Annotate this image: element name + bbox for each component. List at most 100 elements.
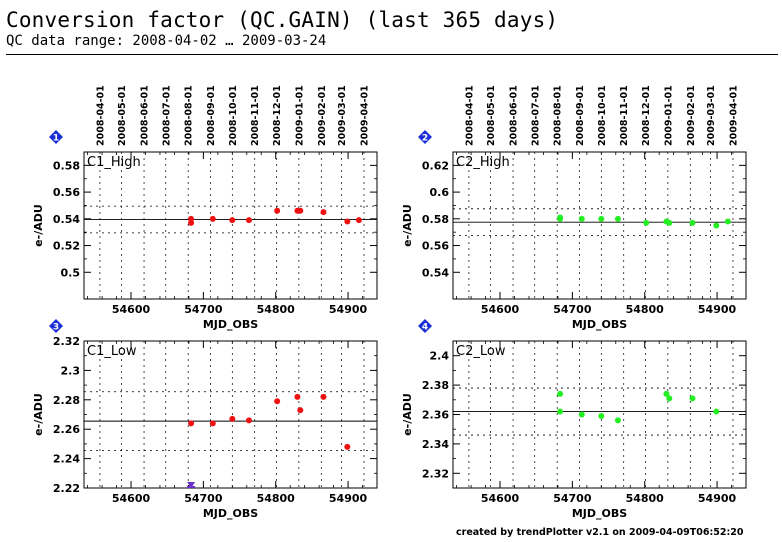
y-tick-label: 0.52 bbox=[53, 240, 80, 253]
x-tick-label: 54900 bbox=[329, 492, 368, 505]
plot-frame bbox=[83, 340, 378, 489]
x-axis-label: MJD_OBS bbox=[572, 507, 627, 520]
date-tick-label: 2008-05-01 bbox=[117, 85, 128, 146]
date-tick-label: 2008-09-01 bbox=[575, 85, 586, 146]
panel-label: C2_High bbox=[456, 155, 510, 170]
x-tick-label: 54800 bbox=[626, 492, 665, 505]
date-tick-label: 2008-08-01 bbox=[553, 85, 564, 146]
panel-label: C1_Low bbox=[87, 344, 137, 359]
page-title: Conversion factor (QC.GAIN) (last 365 da… bbox=[6, 8, 559, 32]
data-point bbox=[188, 219, 195, 226]
y-tick-label: 0.54 bbox=[53, 213, 80, 226]
data-point bbox=[713, 222, 720, 229]
date-tick-label: 2008-04-01 bbox=[464, 85, 475, 146]
date-tick-label: 2009-04-01 bbox=[728, 85, 739, 146]
panel-label: C2_Low bbox=[456, 344, 506, 359]
data-point bbox=[557, 408, 564, 415]
badge-diamond-icon bbox=[418, 319, 432, 333]
data-point bbox=[245, 217, 252, 224]
data-point bbox=[614, 215, 621, 222]
data-point bbox=[614, 417, 621, 424]
chart-panel-1: 54600 54700 54800 54900 0.5 0.52 0.54 0.56 0.58 M… bbox=[32, 85, 378, 331]
data-point bbox=[274, 207, 281, 214]
date-tick-label: 2008-09-01 bbox=[206, 85, 217, 146]
x-tick-label: 54600 bbox=[481, 303, 520, 316]
y-tick-label: 2.22 bbox=[53, 482, 80, 495]
y-tick-label: 2.28 bbox=[53, 394, 80, 407]
y-tick-label: 0.6 bbox=[430, 186, 450, 199]
data-point bbox=[245, 417, 252, 424]
y-tick-label: 2.32 bbox=[422, 467, 449, 480]
chart-panel-4: 54600 54700 54800 54900 2.32 2.34 2.36 2.38 2.4 M… bbox=[401, 319, 747, 520]
data-point bbox=[578, 215, 585, 222]
data-point bbox=[598, 215, 605, 222]
date-tick-label: 2008-12-01 bbox=[272, 85, 283, 146]
y-axis-label: e-/ADU bbox=[401, 393, 414, 436]
x-axis-label: MJD_OBS bbox=[203, 318, 258, 331]
data-point bbox=[557, 215, 564, 222]
data-point bbox=[344, 443, 351, 450]
x-tick-label: 54900 bbox=[698, 492, 737, 505]
x-axis-label: MJD_OBS bbox=[572, 318, 627, 331]
footer-credit: created by trendPlotter v2.1 on 2009-04-… bbox=[456, 527, 744, 538]
y-tick-label: 0.58 bbox=[422, 213, 449, 226]
date-tick-label: 2009-02-01 bbox=[686, 85, 697, 146]
y-axis-label: e-/ADU bbox=[32, 393, 45, 436]
data-point bbox=[209, 420, 216, 427]
badge-number: 1 bbox=[53, 134, 59, 144]
data-point bbox=[666, 395, 673, 402]
date-tick-label: 2008-11-01 bbox=[250, 85, 261, 146]
y-tick-label: 2.24 bbox=[53, 453, 80, 466]
data-point bbox=[643, 219, 650, 226]
x-tick-label: 54700 bbox=[184, 492, 223, 505]
date-tick-label: 2009-03-01 bbox=[706, 85, 717, 146]
x-tick-label: 54600 bbox=[112, 492, 151, 505]
x-tick-label: 54900 bbox=[698, 303, 737, 316]
y-tick-label: 2.32 bbox=[53, 335, 80, 348]
date-tick-label: 2008-10-01 bbox=[597, 85, 608, 146]
date-tick-label: 2008-05-01 bbox=[486, 85, 497, 146]
date-tick-label: 2009-03-01 bbox=[337, 85, 348, 146]
date-tick-label: 2008-10-01 bbox=[228, 85, 239, 146]
date-tick-label: 2008-07-01 bbox=[530, 85, 541, 146]
y-tick-label: 2.36 bbox=[422, 409, 449, 422]
date-tick-label: 2008-12-01 bbox=[641, 85, 652, 146]
x-tick-label: 54600 bbox=[112, 303, 151, 316]
date-tick-label: 2009-02-01 bbox=[317, 85, 328, 146]
date-tick-label: 2008-06-01 bbox=[140, 85, 151, 146]
y-tick-label: 0.54 bbox=[422, 266, 449, 279]
y-tick-label: 2.38 bbox=[422, 379, 449, 392]
y-tick-label: 2.3 bbox=[61, 364, 81, 377]
y-tick-label: 2.34 bbox=[422, 438, 449, 451]
date-tick-label: 2009-01-01 bbox=[294, 85, 305, 146]
badge-diamond-icon bbox=[49, 130, 63, 144]
y-tick-label: 2.4 bbox=[430, 350, 450, 363]
x-tick-label: 54800 bbox=[257, 492, 296, 505]
data-point bbox=[557, 390, 564, 397]
plot-frame bbox=[83, 151, 378, 300]
date-tick-label: 2009-04-01 bbox=[359, 85, 370, 146]
header-divider bbox=[6, 54, 778, 55]
x-tick-label: 54800 bbox=[626, 303, 665, 316]
data-point bbox=[578, 411, 585, 418]
panel-label: C1_High bbox=[87, 155, 141, 170]
x-axis-label: MJD_OBS bbox=[203, 507, 258, 520]
data-point bbox=[229, 217, 236, 224]
date-tick-label: 2008-11-01 bbox=[619, 85, 630, 146]
plot-frame bbox=[452, 151, 747, 300]
y-tick-label: 0.58 bbox=[53, 159, 80, 172]
data-point bbox=[344, 218, 351, 225]
data-point bbox=[689, 219, 696, 226]
x-tick-label: 54700 bbox=[553, 303, 592, 316]
badge-number: 2 bbox=[422, 134, 428, 144]
x-tick-label: 54700 bbox=[184, 303, 223, 316]
date-tick-label: 2009-01-01 bbox=[663, 85, 674, 146]
data-point bbox=[188, 420, 195, 427]
y-tick-label: 2.26 bbox=[53, 423, 80, 436]
data-point bbox=[320, 209, 327, 216]
chart-panel-3: 54600 54700 54800 549002.222.242.262.282.32… bbox=[32, 319, 378, 520]
badge-number: 4 bbox=[422, 323, 428, 333]
y-tick-label: 0.62 bbox=[422, 159, 449, 172]
date-tick-label: 2008-08-01 bbox=[184, 85, 195, 146]
